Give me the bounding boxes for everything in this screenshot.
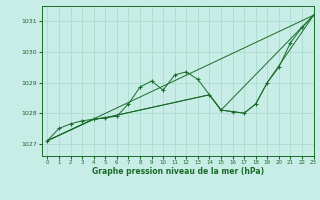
X-axis label: Graphe pression niveau de la mer (hPa): Graphe pression niveau de la mer (hPa) <box>92 167 264 176</box>
